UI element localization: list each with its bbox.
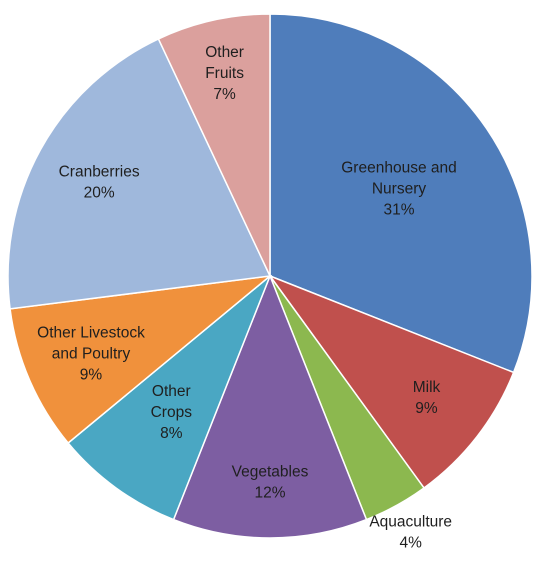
slice-label-other-crops: Other Crops 8% [151, 383, 193, 442]
slice-name-label: Nursery [372, 180, 427, 197]
slice-value-label: 9% [415, 400, 438, 417]
slice-value-label: 9% [80, 366, 103, 383]
pie-labels: Greenhouse and Nursery 31% Milk 9% Aquacultur… [37, 44, 457, 551]
slice-name-label: Crops [151, 404, 193, 421]
slice-value-label: 12% [254, 485, 285, 502]
slice-label-cranberries: Cranberries 20% [59, 164, 140, 202]
pie-slice-other-fruits [157, 13, 271, 277]
slice-label-greenhouse-and-nursery: Greenhouse and Nursery 31% [341, 159, 456, 218]
slice-name-label: Other [152, 383, 191, 400]
slice-name-label: and Poultry [52, 345, 131, 362]
pie-slice-milk [267, 274, 515, 490]
pie-slice-other-crops [67, 275, 271, 521]
slice-name-label: Vegetables [232, 464, 309, 481]
pie-slice-vegetables [172, 273, 368, 539]
slice-value-label: 8% [160, 425, 183, 442]
pie-slices [7, 13, 533, 539]
slice-label-other-livestock-and-poultry: Other Livestock and Poultry 9% [37, 324, 145, 383]
slice-value-label: 31% [383, 201, 414, 218]
slice-value-label: 4% [399, 534, 422, 551]
slice-label-other-fruits: Other Fruits 7% [205, 44, 244, 103]
slice-name-label: Cranberries [59, 164, 140, 181]
slice-name-label: Greenhouse and [341, 159, 456, 176]
slice-value-label: 7% [213, 86, 236, 103]
slice-value-label: 20% [84, 185, 115, 202]
pie-slice-cranberries [7, 37, 272, 310]
slice-label-aquaculture: Aquaculture 4% [369, 513, 452, 551]
slice-name-label: Other Livestock [37, 324, 145, 341]
slice-name-label: Fruits [205, 65, 244, 82]
slice-name-label: Milk [413, 379, 441, 396]
slice-name-label: Aquaculture [369, 513, 452, 530]
slice-label-vegetables: Vegetables 12% [232, 464, 309, 502]
slice-label-milk: Milk 9% [413, 379, 441, 417]
pie-slice-other-livestock-and-poultry [9, 274, 273, 445]
pie-slice-greenhouse-and-nursery [269, 13, 533, 374]
slice-name-label: Other [205, 44, 244, 61]
